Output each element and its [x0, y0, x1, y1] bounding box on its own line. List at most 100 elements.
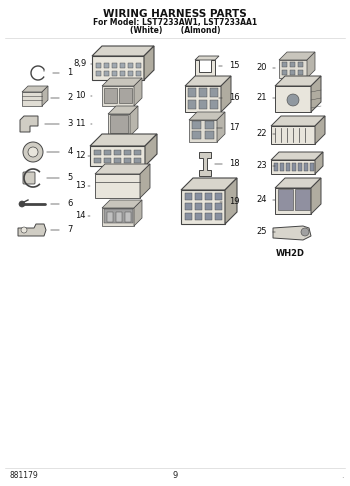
- Text: 23: 23: [257, 161, 267, 171]
- Text: 25: 25: [257, 227, 267, 237]
- Polygon shape: [125, 212, 131, 222]
- Text: 3: 3: [67, 120, 73, 128]
- Polygon shape: [292, 163, 296, 171]
- Polygon shape: [279, 52, 315, 60]
- Polygon shape: [290, 70, 295, 75]
- Polygon shape: [274, 163, 278, 171]
- Polygon shape: [192, 131, 201, 139]
- Polygon shape: [195, 193, 202, 200]
- Polygon shape: [199, 152, 211, 176]
- Polygon shape: [90, 146, 145, 166]
- Polygon shape: [20, 116, 38, 132]
- Polygon shape: [225, 178, 237, 224]
- Text: 2: 2: [67, 93, 73, 103]
- Text: 22: 22: [257, 129, 267, 139]
- Text: 13: 13: [75, 181, 85, 191]
- Text: 8,9: 8,9: [74, 59, 87, 69]
- Polygon shape: [134, 158, 141, 163]
- Polygon shape: [205, 213, 212, 220]
- Polygon shape: [134, 78, 142, 106]
- FancyBboxPatch shape: [119, 88, 132, 104]
- Text: 15: 15: [229, 62, 239, 70]
- Polygon shape: [205, 131, 214, 139]
- Polygon shape: [311, 76, 321, 112]
- Polygon shape: [22, 86, 48, 92]
- Polygon shape: [107, 212, 113, 222]
- Polygon shape: [185, 193, 192, 200]
- Polygon shape: [145, 134, 157, 166]
- Polygon shape: [102, 200, 142, 208]
- Polygon shape: [282, 62, 287, 67]
- Polygon shape: [120, 71, 125, 76]
- Polygon shape: [114, 150, 121, 155]
- Polygon shape: [271, 160, 315, 174]
- Polygon shape: [315, 152, 323, 174]
- Polygon shape: [307, 52, 315, 78]
- Polygon shape: [92, 46, 154, 56]
- Polygon shape: [181, 190, 225, 224]
- Polygon shape: [96, 71, 101, 76]
- FancyBboxPatch shape: [104, 88, 117, 104]
- Polygon shape: [205, 193, 212, 200]
- Text: 9: 9: [172, 471, 177, 481]
- Polygon shape: [185, 86, 221, 112]
- Polygon shape: [134, 150, 141, 155]
- Polygon shape: [210, 100, 218, 109]
- Polygon shape: [275, 188, 311, 214]
- Text: 881179: 881179: [10, 471, 39, 481]
- Polygon shape: [102, 86, 134, 106]
- Polygon shape: [140, 164, 150, 198]
- Polygon shape: [96, 63, 101, 68]
- Polygon shape: [95, 174, 140, 198]
- FancyBboxPatch shape: [110, 116, 127, 134]
- Text: WH2D: WH2D: [275, 249, 304, 259]
- Text: 14: 14: [75, 211, 85, 221]
- Polygon shape: [271, 152, 323, 160]
- Text: 19: 19: [229, 197, 239, 207]
- Polygon shape: [124, 158, 131, 163]
- Polygon shape: [311, 178, 321, 214]
- Polygon shape: [136, 71, 141, 76]
- Polygon shape: [221, 76, 231, 112]
- Polygon shape: [195, 56, 219, 60]
- Polygon shape: [192, 121, 201, 129]
- FancyBboxPatch shape: [104, 209, 133, 224]
- Polygon shape: [286, 163, 290, 171]
- Polygon shape: [104, 71, 109, 76]
- Polygon shape: [22, 92, 42, 106]
- Circle shape: [28, 147, 38, 157]
- Polygon shape: [275, 86, 311, 112]
- Polygon shape: [104, 63, 109, 68]
- Polygon shape: [112, 71, 117, 76]
- Polygon shape: [134, 200, 142, 226]
- Text: 5: 5: [67, 174, 73, 183]
- Polygon shape: [130, 106, 138, 136]
- Text: 7: 7: [67, 226, 73, 235]
- Text: 24: 24: [257, 195, 267, 205]
- Polygon shape: [217, 112, 225, 142]
- Polygon shape: [215, 193, 222, 200]
- Polygon shape: [18, 224, 46, 236]
- Polygon shape: [185, 203, 192, 210]
- Circle shape: [19, 201, 25, 207]
- Text: 21: 21: [257, 93, 267, 103]
- Text: 6: 6: [67, 199, 73, 208]
- Polygon shape: [120, 63, 125, 68]
- Polygon shape: [108, 106, 138, 114]
- Polygon shape: [210, 88, 218, 97]
- Polygon shape: [282, 70, 287, 75]
- Polygon shape: [195, 60, 215, 76]
- Polygon shape: [104, 158, 111, 163]
- Polygon shape: [144, 46, 154, 80]
- Polygon shape: [273, 226, 311, 240]
- Polygon shape: [271, 126, 315, 144]
- FancyBboxPatch shape: [278, 190, 293, 210]
- Polygon shape: [271, 116, 325, 126]
- Circle shape: [21, 227, 27, 233]
- Polygon shape: [205, 121, 214, 129]
- Polygon shape: [215, 213, 222, 220]
- Polygon shape: [128, 63, 133, 68]
- Polygon shape: [95, 164, 150, 174]
- Polygon shape: [181, 178, 237, 190]
- Polygon shape: [189, 120, 217, 142]
